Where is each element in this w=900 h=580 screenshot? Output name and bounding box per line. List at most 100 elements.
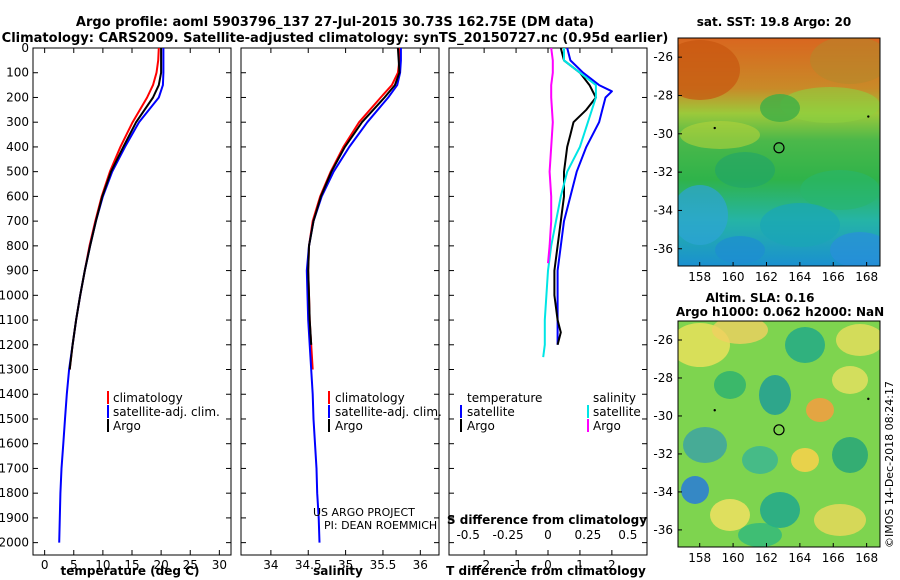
depth-tick-label: 1100: [0, 313, 29, 327]
sst-map-axes: 158 160 162 164 166 168 -26 -28 -30 -32 -34 -36: [653, 50, 878, 284]
depth-tick-label: 100: [6, 66, 29, 80]
x-tick-label: 10: [95, 558, 110, 572]
legend-argo-label: Argo: [335, 419, 363, 433]
legend-t-argo-label: Argo: [467, 419, 495, 433]
map-x-tick-label: 160: [722, 551, 745, 565]
series-climatology: [68, 47, 160, 370]
legend-satellite-label: satellite-adj. clim.: [335, 405, 442, 419]
s-tick-label: 0.5: [618, 528, 637, 542]
depth-tick-label: 1500: [0, 412, 29, 426]
depth-tick-label: 300: [6, 115, 29, 129]
map-x-tick-label: 168: [855, 551, 878, 565]
depth-tick-label: 800: [6, 239, 29, 253]
depth-tick-label: 200: [6, 90, 29, 104]
map-x-tick-label: 166: [822, 270, 845, 284]
map-x-tick-label: 158: [688, 270, 711, 284]
depth-axis: 0 100 200 300 400 500 600 700 800 900 1000 1100 1200…: [0, 41, 647, 550]
depth-tick-label: 400: [6, 140, 29, 154]
x-tick-label: 35: [338, 558, 353, 572]
x-tick-label: 34.5: [295, 558, 322, 572]
map-x-tick-label: 168: [855, 270, 878, 284]
map-y-tick-label: -36: [653, 242, 673, 256]
island-dot: [867, 115, 870, 118]
series-s-satellite: [542, 48, 597, 358]
map-y-tick-label: -26: [653, 50, 673, 64]
series-argo: [68, 48, 163, 370]
legend-s-argo-label: Argo: [593, 419, 621, 433]
salinity-xlabel: salinity: [313, 564, 363, 578]
map-x-tick-label: 164: [788, 270, 811, 284]
x-tick-label: 35.5: [370, 558, 397, 572]
series-argo: [307, 47, 401, 345]
s-difference-xlabel: S difference from climatology: [447, 513, 647, 527]
legend-satellite-label: satellite-adj. clim.: [113, 405, 220, 419]
temperature-xlabel: temperature (deg C): [61, 564, 200, 578]
timestamp: ©IMOS 14-Dec-2018 08:24:17: [883, 381, 896, 548]
map-x-tick-label: 166: [822, 551, 845, 565]
temperature-plot: 0 5 10 15 20 25 30: [41, 47, 227, 572]
map-x-tick-label: 158: [688, 551, 711, 565]
legend-temperature-heading: temperature: [467, 391, 542, 405]
map-y-tick-label: -34: [653, 485, 673, 499]
series-t-argo: [553, 47, 597, 346]
map-y-tick-label: -28: [653, 88, 673, 102]
legend-salinity-heading: salinity: [593, 391, 636, 405]
sst-map-frame: [677, 37, 881, 267]
depth-tick-label: 600: [6, 189, 29, 203]
x-tick-label: -2: [478, 558, 490, 572]
depth-tick-label: 1600: [0, 437, 29, 451]
island-dot: [867, 397, 870, 401]
sla-map-image: [678, 321, 880, 547]
depth-tick-label: 1200: [0, 338, 29, 352]
x-tick-label: -1: [510, 558, 522, 572]
x-tick-label: 34: [263, 558, 278, 572]
credit-line1: US ARGO PROJECT: [313, 506, 415, 519]
map-y-tick-label: -30: [653, 127, 673, 141]
s-tick-label: 0.25: [575, 528, 602, 542]
x-tick-label: 25: [183, 558, 198, 572]
legend-t-satellite-label: satellite: [467, 405, 515, 419]
depth-tick-label: 1400: [0, 387, 29, 401]
depth-tick-label: 2000: [0, 536, 29, 550]
salinity-plot: 34 34.5 35 35.5 36: [263, 47, 428, 572]
x-tick-label: 36: [413, 558, 428, 572]
s-tick-label: -0.25: [493, 528, 524, 542]
depth-tick-label: 1900: [0, 511, 29, 525]
difference-plot: -2 -1 0 1 2 -0.5 -0.25 0 0.25 0.5: [456, 47, 637, 572]
title-line2: Climatology: CARS2009. Satellite-adjuste…: [2, 31, 669, 46]
depth-tick-label: 500: [6, 165, 29, 179]
x-tick-label: 0: [544, 558, 552, 572]
salinity-legend: climatology satellite-adj. clim. Argo: [328, 391, 442, 433]
title-line1: Argo profile: aoml 5903796_137 27-Jul-20…: [76, 15, 594, 30]
map-y-tick-label: -32: [653, 447, 673, 461]
map-x-tick-label: 162: [755, 270, 778, 284]
depth-tick-label: 1700: [0, 461, 29, 475]
difference-panel: [448, 47, 648, 556]
sst-map-title: sat. SST: 19.8 Argo: 20: [697, 15, 851, 29]
depth-tick-label: 1300: [0, 363, 29, 377]
credit-line2: PI: DEAN ROEMMICH: [324, 519, 437, 532]
legend-climatology-label: climatology: [335, 391, 405, 405]
map-y-tick-label: -36: [653, 523, 673, 537]
map-y-tick-label: -32: [653, 165, 673, 179]
series-satellite: [58, 48, 165, 543]
temperature-legend: climatology satellite-adj. clim. Argo: [107, 391, 220, 433]
map-x-tick-label: 162: [755, 551, 778, 565]
legend-climatology-label: climatology: [113, 391, 183, 405]
sla-map-title: Altim. SLA: 0.16: [706, 291, 815, 305]
x-tick-label: 2: [608, 558, 616, 572]
sst-map-image: [678, 38, 880, 266]
x-tick-label: 30: [212, 558, 227, 572]
map-y-tick-label: -30: [653, 409, 673, 423]
map-y-tick-label: -26: [653, 333, 673, 347]
x-tick-label: 1: [576, 558, 584, 572]
map-y-tick-label: -34: [653, 203, 673, 217]
s-tick-label: 0: [544, 528, 552, 542]
t-difference-xlabel: T difference from climatology: [446, 564, 646, 578]
series-satellite: [305, 48, 402, 543]
depth-tick-label: 0: [21, 41, 29, 55]
island-dot: [713, 126, 716, 130]
difference-legend: temperature satellite Argo salinity sate…: [460, 391, 641, 433]
sla-map-frame: [677, 320, 881, 548]
